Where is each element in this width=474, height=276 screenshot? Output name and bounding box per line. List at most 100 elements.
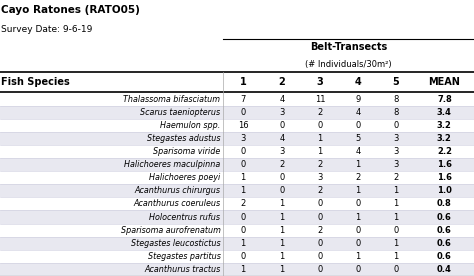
Bar [0,72,474,92]
Text: 1: 1 [240,239,246,248]
Text: 0.6: 0.6 [437,239,452,248]
Text: 1: 1 [355,213,361,222]
Bar [0,21,474,39]
Text: 1: 1 [317,134,323,143]
Text: Cayo Ratones (RATO05): Cayo Ratones (RATO05) [1,5,140,15]
Text: 3: 3 [393,134,399,143]
Text: MEAN: MEAN [428,77,460,87]
Text: 1: 1 [279,199,285,208]
Text: 1: 1 [240,173,246,182]
Text: Acanthurus chirurgus: Acanthurus chirurgus [135,186,220,195]
Text: 2: 2 [279,77,285,87]
Bar [0,158,474,171]
Bar [223,57,474,72]
Text: 1: 1 [279,213,285,222]
Text: 0.6: 0.6 [437,225,452,235]
Text: 9: 9 [355,94,361,104]
Bar [0,0,474,21]
Text: 0: 0 [355,239,361,248]
Text: Fish Species: Fish Species [1,77,70,87]
Bar [0,171,474,184]
Text: 1.0: 1.0 [437,186,452,195]
Text: 3.2: 3.2 [437,134,452,143]
Text: Haemulon spp.: Haemulon spp. [160,121,220,130]
Bar [0,184,474,197]
Text: 1: 1 [393,239,399,248]
Text: Scarus taeniopterus: Scarus taeniopterus [140,108,220,117]
Text: Holocentrus rufus: Holocentrus rufus [149,213,220,222]
Text: 0: 0 [279,186,285,195]
Text: 1: 1 [317,147,323,156]
Text: 1: 1 [239,77,246,87]
Text: 1: 1 [393,186,399,195]
Text: 3: 3 [393,147,399,156]
Bar [0,210,474,224]
Text: 7.8: 7.8 [437,94,452,104]
Text: 3: 3 [279,147,285,156]
Text: 0: 0 [393,121,399,130]
Text: 7: 7 [240,94,246,104]
Text: Survey Date: 9-6-19: Survey Date: 9-6-19 [1,25,92,34]
Text: 1: 1 [240,265,246,274]
Text: 8: 8 [393,108,399,117]
Text: Acanthurus tractus: Acanthurus tractus [144,265,220,274]
Text: 0: 0 [393,225,399,235]
Bar [223,39,474,57]
Text: 0: 0 [279,121,285,130]
Text: 1: 1 [355,186,361,195]
Text: 0: 0 [317,213,323,222]
Text: 1: 1 [240,186,246,195]
Text: Acanthurus coeruleus: Acanthurus coeruleus [133,199,220,208]
Text: 1: 1 [355,252,361,261]
Text: 0: 0 [240,108,246,117]
Text: 11: 11 [315,94,325,104]
Text: 1: 1 [279,265,285,274]
Text: 0: 0 [279,173,285,182]
Text: 0.6: 0.6 [437,252,452,261]
Bar [0,92,474,105]
Text: 1: 1 [393,252,399,261]
Bar [0,197,474,210]
Text: 0: 0 [355,225,361,235]
Bar [0,237,474,250]
Text: Sparisoma viride: Sparisoma viride [153,147,220,156]
Text: (# Individuals/30m²): (# Individuals/30m²) [305,60,392,69]
Text: 1: 1 [279,252,285,261]
Text: 4: 4 [279,94,285,104]
Text: 3: 3 [240,134,246,143]
Text: 5: 5 [355,134,361,143]
Text: 2: 2 [317,186,323,195]
Bar [0,224,474,237]
Text: 3: 3 [393,160,399,169]
Text: 2: 2 [317,108,323,117]
Text: 3: 3 [317,77,323,87]
Text: 2: 2 [317,160,323,169]
Text: 3: 3 [279,108,285,117]
Text: 0: 0 [393,265,399,274]
Text: 0: 0 [317,265,323,274]
Text: 4: 4 [279,134,285,143]
Text: 2.2: 2.2 [437,147,452,156]
Bar [0,119,474,132]
Text: 0: 0 [355,199,361,208]
Text: 3: 3 [317,173,323,182]
Text: 0: 0 [317,121,323,130]
Text: 4: 4 [355,108,361,117]
Text: 0: 0 [355,265,361,274]
Text: Thalassoma bifasciatum: Thalassoma bifasciatum [123,94,220,104]
Text: 1.6: 1.6 [437,160,452,169]
Text: 16: 16 [237,121,248,130]
Text: 2: 2 [355,173,361,182]
Text: 0: 0 [240,225,246,235]
Text: 1.6: 1.6 [437,173,452,182]
Text: 1: 1 [355,160,361,169]
Text: 2: 2 [279,160,285,169]
Text: 1: 1 [393,199,399,208]
Text: 1: 1 [279,225,285,235]
Text: 1: 1 [393,213,399,222]
Text: Stegastes partitus: Stegastes partitus [147,252,220,261]
Text: 5: 5 [392,77,399,87]
Bar [0,105,474,119]
Text: 8: 8 [393,94,399,104]
Text: Stegastes adustus: Stegastes adustus [147,134,220,143]
